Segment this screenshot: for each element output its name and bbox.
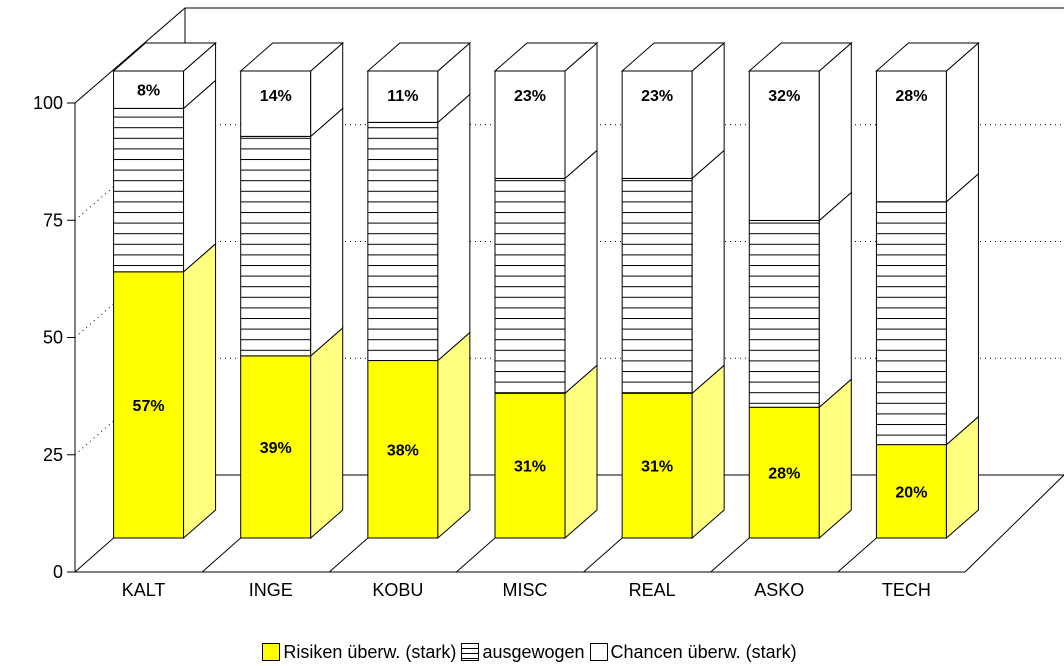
- bar-segment-1: [494, 177, 566, 394]
- bar-side-1: [310, 107, 344, 357]
- bar-top-face: [366, 42, 472, 72]
- data-label: 20%: [895, 484, 927, 501]
- legend-item-ausgewogen: ausgewogen: [461, 641, 585, 663]
- bar-stack-real: 31% 23%: [620, 41, 726, 540]
- bar-stack-kalt: 57% 8%: [112, 41, 217, 540]
- legend-item-risiken: Risiken überw. (stark): [262, 642, 456, 663]
- data-label: 11%: [387, 88, 418, 105]
- data-label: 28%: [768, 466, 800, 483]
- side-wall-top-edge: [74, 7, 186, 104]
- bar-stack-tech: 20% 28%: [875, 41, 980, 540]
- data-label: 38%: [387, 442, 419, 459]
- bar-segment-0: [240, 355, 312, 539]
- bar-side-1: [818, 191, 852, 409]
- data-label: 31%: [641, 459, 673, 476]
- bar-segment-1: [621, 177, 693, 394]
- bar-segment-2: [748, 70, 820, 221]
- bar-side-0: [437, 331, 471, 540]
- bar-side-0: [310, 326, 344, 540]
- legend-label-chancen: Chancen überw. (stark): [610, 641, 797, 662]
- bar-side-1: [564, 149, 598, 395]
- data-label: 28%: [895, 88, 927, 105]
- x-tick-label: INGE: [249, 580, 293, 600]
- bar-side-0: [564, 364, 598, 540]
- data-label: 8%: [137, 83, 160, 100]
- bar-side-0: [691, 364, 725, 540]
- legend-swatch-chancen: [589, 643, 608, 661]
- bar-segment-2: [621, 70, 693, 179]
- bar-segment-0: [621, 392, 693, 539]
- data-label: 57%: [133, 398, 165, 415]
- bar-segment-1: [875, 201, 947, 446]
- bar-stack-asko: 28% 32%: [747, 41, 853, 540]
- bar-segment-2: [367, 70, 439, 123]
- bar-stack-inge: 39% 14%: [239, 41, 345, 540]
- bar-top-face: [112, 42, 217, 72]
- y-tick-label: 0: [53, 562, 63, 582]
- bar-side-1: [183, 79, 217, 273]
- x-tick-label: KOBU: [372, 580, 423, 600]
- data-label: 23%: [641, 88, 673, 105]
- legend-item-chancen: Chancen überw. (stark): [589, 641, 797, 663]
- x-tick-label: MISC: [503, 580, 548, 600]
- x-tick-label: KALT: [122, 580, 166, 600]
- x-tick-label: TECH: [882, 580, 931, 600]
- bar-top-face: [747, 42, 853, 72]
- legend: Risiken überw. (stark) ausgewogen Chance…: [0, 640, 1064, 664]
- bar-segment-2: [240, 70, 312, 137]
- bar-segment-2: [875, 70, 947, 203]
- legend-label-ausgewogen: ausgewogen: [482, 641, 585, 662]
- bar-segment-0: [494, 392, 566, 539]
- y-tick-label: 75: [43, 210, 63, 230]
- data-label: 23%: [514, 88, 546, 105]
- data-label: 32%: [768, 88, 800, 105]
- floor-right-edge: [964, 474, 1064, 573]
- bar-side-1: [945, 172, 979, 446]
- bar-top-face: [620, 42, 726, 72]
- legend-swatch-ausgewogen: [461, 643, 480, 661]
- bar-segment-2: [494, 70, 566, 179]
- bars: 57% 8% 39% 14% 38% 11% 31% 23% 31% 23% 28% 32% 20% 28…: [112, 41, 980, 540]
- data-label: 39%: [260, 440, 292, 457]
- bar-top-face: [493, 42, 599, 72]
- legend-swatch-risiken: [262, 643, 281, 661]
- bar-top-face: [239, 42, 345, 72]
- bar-segment-1: [240, 135, 312, 357]
- category-labels: KALT INGE KOBU MISC REAL ASKO TECH: [122, 580, 931, 600]
- bar-side-1: [437, 93, 471, 362]
- bar-side-0: [183, 242, 217, 540]
- bar-segment-1: [748, 219, 820, 408]
- x-tick-label: ASKO: [754, 580, 804, 600]
- data-label: 31%: [514, 459, 546, 476]
- y-tick-label: 50: [43, 328, 63, 348]
- data-label: 14%: [260, 88, 292, 105]
- bar-segment-0: [748, 406, 820, 539]
- bar-side-1: [691, 149, 725, 395]
- bar-segment-0: [367, 360, 439, 539]
- y-tick-label: 25: [43, 445, 63, 465]
- x-tick-label: REAL: [629, 580, 676, 600]
- y-axis: 0 25 50 75 100: [33, 93, 76, 582]
- y-tick-label: 100: [33, 93, 63, 113]
- legend-label-risiken: Risiken überw. (stark): [283, 641, 457, 662]
- bar-side-2: [818, 41, 852, 222]
- bar-segment-1: [367, 121, 439, 362]
- bar-stack-kobu: 38% 11%: [366, 41, 472, 540]
- bar-top-face: [875, 42, 980, 72]
- bar-stack-misc: 31% 23%: [493, 41, 599, 540]
- bar-segment-1: [113, 107, 185, 273]
